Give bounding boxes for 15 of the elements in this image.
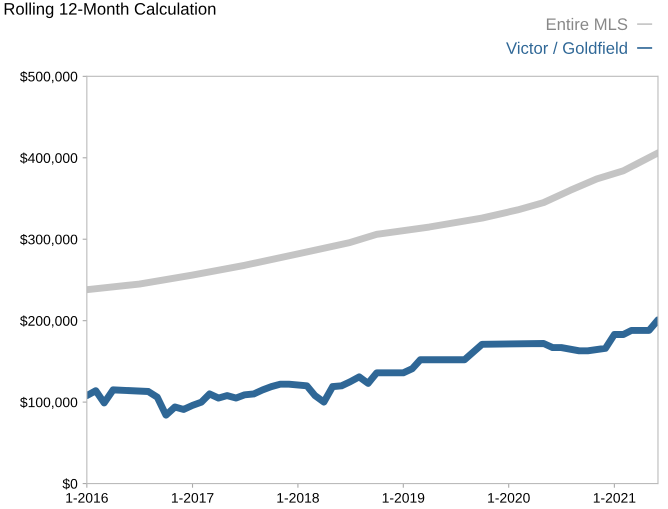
legend-label: Entire MLS xyxy=(546,18,628,30)
x-tick-label: 1-2016 xyxy=(66,492,108,503)
y-tick-label: $0 xyxy=(62,478,78,490)
x-tick-label: 1-2020 xyxy=(488,492,530,503)
y-tick-label: $200,000 xyxy=(20,315,78,328)
legend-label: Victor / Goldfield xyxy=(506,42,627,54)
x-tick-label: 1-2017 xyxy=(172,492,214,503)
y-tick-label: $100,000 xyxy=(20,396,78,409)
chart-title: Rolling 12-Month Calculation xyxy=(4,2,216,18)
x-tick-label: 1-2018 xyxy=(277,492,319,503)
x-tick-label: 1-2021 xyxy=(594,492,636,503)
y-tick-label: $300,000 xyxy=(20,234,78,246)
x-tick-label: 1-2019 xyxy=(382,492,424,503)
y-tick-label: $500,000 xyxy=(20,71,78,84)
y-tick-label: $400,000 xyxy=(20,152,78,165)
